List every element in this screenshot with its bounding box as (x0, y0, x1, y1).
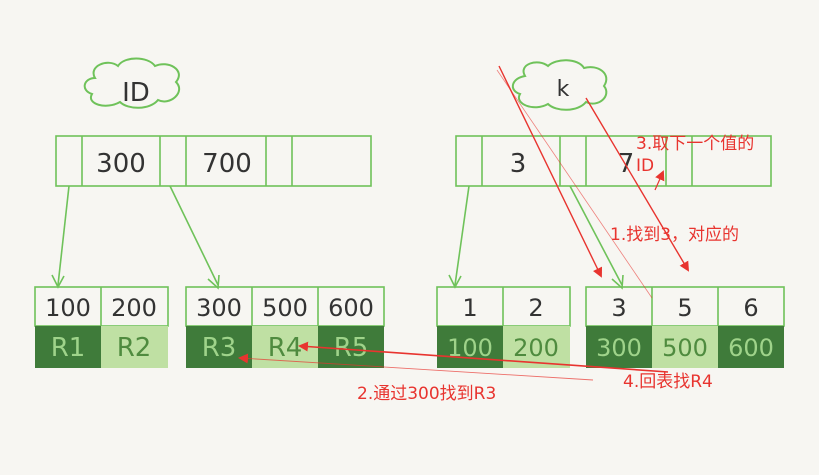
k-pointers (448, 185, 624, 290)
k-leaf-1-key-1: 1 (462, 294, 477, 322)
annotation-step3: 3.取下一个值的 ID (636, 133, 754, 177)
id-cloud (83, 57, 181, 109)
k-leaf-2-key-1: 3 (611, 294, 626, 322)
annotation-step1: 1.找到3，对应的 (610, 225, 740, 245)
arrow-step3-tick (654, 170, 665, 191)
k-leaf-2-key-2: 5 (677, 294, 692, 322)
id-leaf-1-key-2: 200 (111, 294, 157, 322)
id-leaf-1-row-1: R1 (51, 333, 86, 363)
annotation-step2: 2.通过300找到R3 (357, 384, 497, 404)
id-leaf-2-key-3: 600 (328, 294, 374, 322)
k-root-node (455, 135, 772, 187)
id-leaf-1 (34, 286, 169, 368)
id-leaf-2-row-2: R4 (268, 333, 303, 363)
id-leaf-1-row-2: R2 (117, 333, 152, 363)
k-leaf-1-key-2: 2 (528, 294, 543, 322)
k-leaf-2 (585, 286, 785, 368)
id-tree-name: ID (122, 78, 150, 108)
id-leaf-2-key-1: 300 (196, 294, 242, 322)
arrow-step1 (498, 65, 603, 278)
k-tree: k 3 7 1 2 100 200 (436, 59, 785, 368)
id-leaf-2-row-1: R3 (202, 333, 237, 363)
id-leaf-1-key-1: 100 (45, 294, 91, 322)
k-leaf-2-row-3: 600 (728, 334, 774, 362)
k-root-key-1: 3 (510, 149, 527, 179)
k-leaf-2-row-2: 500 (662, 334, 708, 362)
arrow-step2 (238, 353, 594, 381)
k-leaf-1-row-2: 200 (513, 334, 559, 362)
annotation-step3-line1: 3.取下一个值的 (636, 134, 755, 154)
k-tree-name: k (557, 77, 570, 102)
annotation-step4: 4.回表找R4 (623, 372, 713, 392)
id-root-node (55, 135, 372, 187)
k-leaf-2-row-1: 300 (596, 334, 642, 362)
id-pointers (51, 185, 220, 290)
id-root-key-2: 700 (202, 149, 252, 179)
id-leaf-2-key-2: 500 (262, 294, 308, 322)
annotation-step3-line2: ID (636, 156, 655, 176)
red-arrows (238, 65, 690, 381)
arrow-guide (496, 69, 653, 299)
k-leaf-2-key-3: 6 (743, 294, 758, 322)
k-cloud (511, 59, 608, 111)
id-tree: ID 300 700 100 200 R1 R2 (34, 57, 385, 368)
arrow-step4 (298, 341, 669, 373)
id-root-key-1: 300 (96, 149, 146, 179)
arrow-step3 (585, 97, 690, 272)
